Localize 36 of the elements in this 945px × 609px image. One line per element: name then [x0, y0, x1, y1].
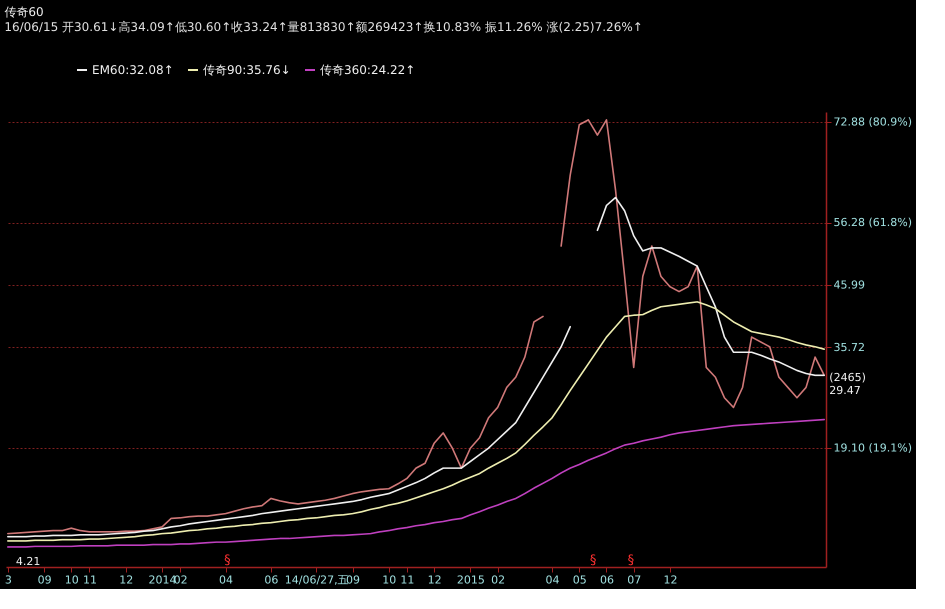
- legend-label: EM60:32.08↑: [92, 63, 174, 77]
- y-tick-label: 35.72: [834, 340, 865, 354]
- x-tick-label: 11: [82, 574, 97, 586]
- x-tick-label: 10: [382, 574, 396, 586]
- x-tick-label: 06: [600, 574, 614, 586]
- y-tick-label: 19.10 (19.1%): [834, 442, 912, 455]
- x-tick-label: 06: [264, 574, 278, 586]
- x-tick-label: 3: [4, 574, 12, 586]
- x-tick-label: 02: [491, 574, 506, 586]
- legend-label: 传奇360:24.22↑: [320, 63, 416, 77]
- y-tick-label: 56.28 (61.8%): [834, 216, 912, 230]
- x-tick-label: 07: [627, 574, 642, 586]
- x-tick-label: 14/06/27,五: [284, 574, 349, 586]
- text: (2465) 29.47: [829, 371, 866, 398]
- x-tick-label: 12: [119, 574, 134, 586]
- x-tick-label: 04: [219, 574, 234, 586]
- x-tick-label: 11: [400, 574, 414, 586]
- chart-subtitle: 16/06/15 开30.61↓高34.09↑低30.60↑收33.24↑量813830↑额269423↑换10.83% 振11.26% 涨(2.25)7.26%↑: [4, 20, 643, 34]
- annotation: §: [628, 553, 634, 568]
- x-tick-label: 12: [663, 574, 678, 586]
- y-tick-label: 72.88 (80.9%): [834, 115, 912, 128]
- legend-label: 传奇90:35.76↓: [203, 63, 291, 77]
- x-tick-label: 12: [428, 574, 442, 586]
- line-series: [7, 418, 825, 548]
- annotation: §: [224, 553, 231, 568]
- x-tick-label: 05: [572, 574, 587, 586]
- chart-title: 传奇60: [4, 5, 44, 19]
- y-tick-label: 45.99: [834, 278, 865, 292]
- x-tick-label: 2015: [456, 574, 485, 586]
- annotation: §: [590, 553, 596, 568]
- line-series: [7, 301, 825, 542]
- x-tick-label: 10: [64, 574, 79, 586]
- x-tick-label: 04: [546, 574, 560, 586]
- x-tick-label: 09: [346, 574, 360, 586]
- annotation: 4.21: [16, 555, 40, 568]
- x-tick-label: 09: [38, 574, 52, 586]
